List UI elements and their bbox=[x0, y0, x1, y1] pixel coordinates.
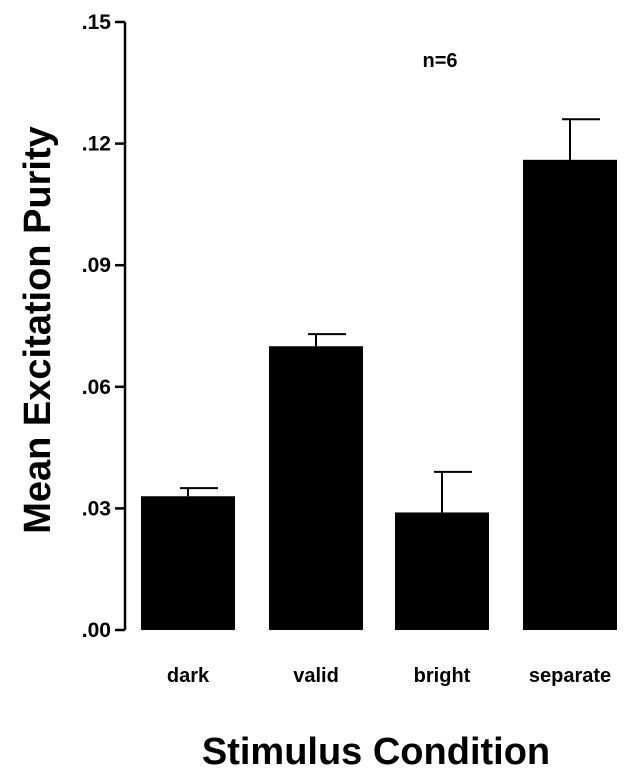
bar-dark bbox=[141, 496, 235, 630]
y-axis: .00 .03 .06 .09 .12 .15 bbox=[82, 11, 127, 642]
category-labels: dark valid bright separate bbox=[167, 665, 611, 687]
bar-separate bbox=[523, 159, 617, 630]
category-label-dark: dark bbox=[167, 665, 210, 687]
bar-bright bbox=[395, 512, 489, 630]
y-tick-label: .03 bbox=[82, 497, 111, 520]
category-label-bright: bright bbox=[414, 665, 471, 687]
y-axis-title: Mean Excitation Purity bbox=[17, 126, 59, 534]
annotation-n: n=6 bbox=[422, 50, 457, 72]
y-tick-label: .09 bbox=[82, 254, 111, 277]
y-tick-label: .06 bbox=[82, 376, 111, 399]
category-label-valid: valid bbox=[293, 665, 339, 687]
bars bbox=[141, 159, 617, 630]
y-tick-label: .15 bbox=[82, 11, 112, 34]
y-tick-label: .12 bbox=[82, 133, 111, 156]
y-tick-label: .00 bbox=[82, 619, 111, 642]
bar-valid bbox=[269, 346, 363, 630]
category-label-separate: separate bbox=[529, 665, 611, 687]
x-axis-title: Stimulus Condition bbox=[202, 731, 550, 773]
error-bars bbox=[180, 118, 600, 513]
